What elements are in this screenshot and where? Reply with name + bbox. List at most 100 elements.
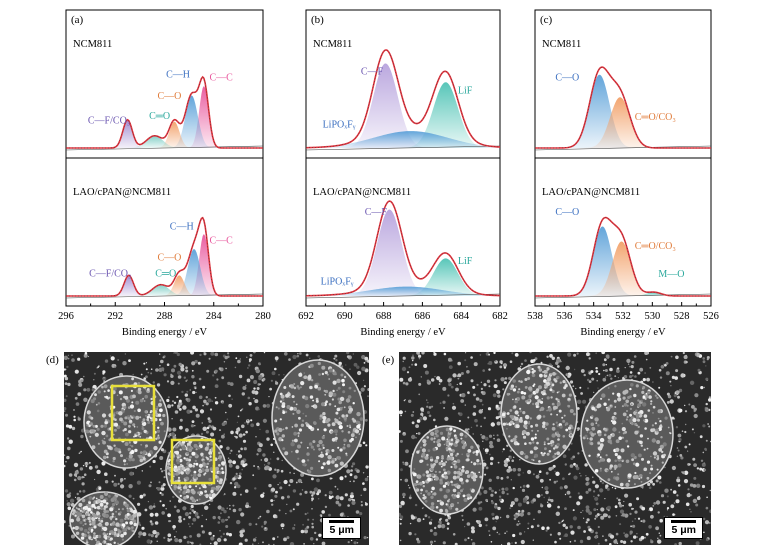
sem-grain xyxy=(486,379,491,383)
sem-primary-grain xyxy=(524,378,528,381)
sem-primary-grain xyxy=(615,447,620,452)
component-label: C—F xyxy=(361,67,384,78)
sem-primary-grain xyxy=(338,425,343,430)
sem-grain xyxy=(64,410,66,412)
sem-primary-grain xyxy=(104,534,107,537)
sem-grain xyxy=(275,490,278,494)
sem-grain xyxy=(283,374,285,376)
sem-primary-grain xyxy=(281,439,284,442)
sem-primary-grain xyxy=(544,447,547,451)
sem-grain xyxy=(79,490,82,493)
sem-grain xyxy=(334,354,338,358)
sem-primary-grain xyxy=(646,476,650,480)
sem-grain xyxy=(611,487,614,489)
sem-grain xyxy=(270,443,273,447)
sample-label: LAO/cPAN@NCM811 xyxy=(313,187,411,198)
sem-primary-grain xyxy=(345,398,351,403)
sem-primary-grain xyxy=(118,530,122,534)
sem-grain xyxy=(606,374,609,377)
sem-grain xyxy=(250,419,253,422)
sem-primary-grain xyxy=(313,404,318,409)
sem-grain xyxy=(540,361,543,364)
sem-grain xyxy=(500,377,505,382)
sem-primary-grain xyxy=(341,378,345,383)
sem-primary-grain xyxy=(159,418,162,421)
sem-primary-grain xyxy=(523,420,528,425)
sem-primary-grain xyxy=(319,414,323,418)
sem-grain xyxy=(400,478,402,481)
sem-primary-grain xyxy=(548,450,552,453)
sem-grain xyxy=(249,506,251,508)
sem-grain xyxy=(421,352,425,355)
sem-grain xyxy=(266,465,270,469)
sem-grain xyxy=(178,519,182,523)
sem-primary-grain xyxy=(654,394,658,397)
sem-grain xyxy=(494,515,499,520)
sem-grain xyxy=(286,495,290,499)
sem-primary-grain xyxy=(561,393,566,398)
envelope-fit xyxy=(66,75,263,149)
sem-primary-grain xyxy=(79,521,83,525)
sem-primary-grain xyxy=(335,433,338,436)
sem-grain xyxy=(178,515,182,520)
sem-grain xyxy=(521,509,525,513)
sem-grain xyxy=(585,490,589,494)
sem-grain xyxy=(447,394,450,397)
sem-grain xyxy=(633,355,637,358)
sem-grain xyxy=(238,433,243,438)
sem-grain xyxy=(83,397,88,402)
sem-primary-grain xyxy=(555,397,558,401)
sem-grain xyxy=(438,383,441,385)
sem-primary-grain xyxy=(206,462,210,465)
sem-grain xyxy=(448,365,453,369)
sem-grain xyxy=(198,395,203,400)
sem-primary-grain xyxy=(435,473,437,476)
sem-grain xyxy=(189,535,192,538)
sem-grain xyxy=(275,380,277,383)
sem-grain xyxy=(514,497,519,502)
sem-primary-grain xyxy=(290,442,295,447)
sem-grain xyxy=(660,365,665,369)
sem-primary-grain xyxy=(543,452,546,455)
sem-primary-grain xyxy=(455,507,459,511)
sem-primary-grain xyxy=(102,499,107,504)
sem-grain xyxy=(156,383,161,387)
sem-grain xyxy=(220,535,223,538)
sem-grain xyxy=(356,469,360,473)
sem-grain xyxy=(228,459,233,464)
sem-primary-grain xyxy=(195,462,199,466)
sem-primary-grain xyxy=(514,435,518,439)
sem-grain xyxy=(472,507,477,512)
sem-primary-grain xyxy=(567,426,572,430)
sem-primary-grain xyxy=(606,407,610,412)
sem-grain xyxy=(420,410,423,413)
sem-primary-grain xyxy=(132,529,135,533)
sem-grain xyxy=(335,495,340,500)
sem-grain xyxy=(483,416,486,420)
sem-grain xyxy=(202,426,207,431)
sem-grain xyxy=(520,539,525,545)
sem-grain xyxy=(460,372,464,375)
sem-grain xyxy=(620,515,622,517)
sem-primary-grain xyxy=(615,476,620,481)
sem-primary-grain xyxy=(142,397,144,400)
sem-grain xyxy=(207,398,212,403)
sem-grain xyxy=(548,496,550,498)
sem-primary-grain xyxy=(318,439,323,445)
sem-grain xyxy=(349,480,351,483)
sem-primary-grain xyxy=(625,459,630,464)
sem-grain xyxy=(177,375,182,379)
sem-grain xyxy=(242,433,246,436)
sem-primary-grain xyxy=(454,436,458,440)
sem-primary-grain xyxy=(88,496,93,500)
sem-primary-grain xyxy=(440,460,443,463)
sem-primary-grain xyxy=(597,446,603,451)
sem-grain xyxy=(165,507,167,510)
sem-primary-grain xyxy=(328,368,333,373)
sem-grain xyxy=(564,493,567,496)
sem-primary-grain xyxy=(662,442,667,447)
sem-grain xyxy=(684,404,686,407)
sem-primary-grain xyxy=(595,406,597,408)
